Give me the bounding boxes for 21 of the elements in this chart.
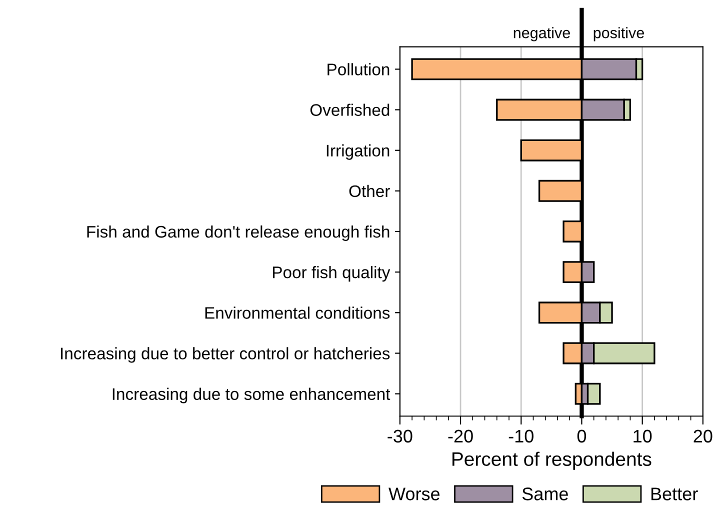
legend-label: Worse — [388, 488, 440, 500]
text: negative — [514, 27, 570, 42]
y-tick-label: Increasing due to some enhancement — [112, 388, 390, 404]
y-tick-label: Overfished — [310, 104, 390, 116]
y-tick-label: Increasing due to better control or hatcheries — [61, 347, 390, 363]
x-tick-label: 10 — [634, 430, 652, 443]
x-axis-title: Percent of respondents — [452, 452, 652, 470]
y-tick-label: Irrigation — [326, 144, 390, 160]
x-tick-label: 20 — [694, 430, 712, 443]
legend-label: Same — [522, 488, 568, 500]
x-tick-label: -20 — [448, 430, 473, 443]
y-tick-label: Pollution — [328, 63, 390, 76]
x-tick-label: 0 — [577, 430, 586, 443]
legend-label: Better — [651, 488, 698, 500]
y-tick-label: Fish and Game don't release enough fish — [87, 225, 390, 241]
text: positive — [594, 27, 644, 42]
y-tick-label: Poor fish quality — [273, 266, 390, 282]
y-tick-label: Environmental conditions — [205, 306, 390, 319]
y-tick-label: Other — [349, 184, 390, 198]
x-tick-label: -30 — [388, 430, 412, 443]
x-tick-label: -10 — [508, 430, 534, 443]
